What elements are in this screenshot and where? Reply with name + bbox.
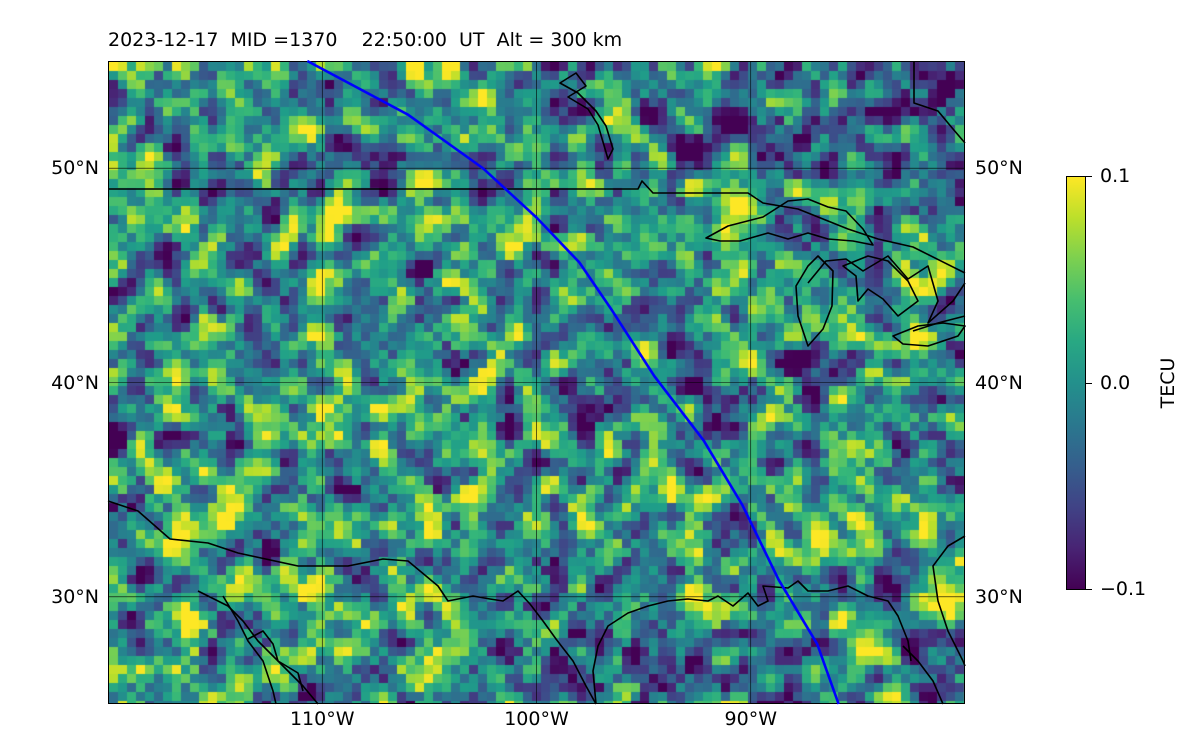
us-mexico-border — [107, 500, 597, 705]
mexico-mainland — [222, 595, 277, 705]
lat-label-40n-left: 40°N — [51, 371, 99, 394]
lat-label-30n-left: 30°N — [51, 585, 99, 608]
atlantic-coast — [932, 535, 966, 667]
lat-label-40n-right: 40°N — [975, 371, 1023, 394]
florida-coast — [902, 645, 944, 705]
lon-label-90w: 90°W — [724, 708, 777, 730]
colorbar-tick-max — [1086, 176, 1092, 177]
ontario-north-coast — [913, 61, 966, 144]
colorbar — [1066, 176, 1086, 590]
colorbar-title: TECU — [1157, 357, 1179, 409]
lat-label-50n-left: 50°N — [51, 157, 99, 180]
lat-label-30n-right: 30°N — [975, 585, 1023, 608]
satellite-track — [306, 59, 840, 705]
baja-peninsula — [197, 590, 319, 705]
coastlines — [107, 61, 966, 705]
map-overlay — [107, 59, 966, 705]
lake-superior — [705, 198, 874, 246]
us-canada-border — [108, 180, 966, 274]
great-lakes-region — [807, 255, 966, 324]
map-title: 2023-12-17 MID =1370 22:50:00 UT Alt = 3… — [108, 29, 623, 51]
colorbar-label-zero: 0.0 — [1100, 371, 1131, 394]
lake-michigan — [795, 255, 834, 347]
lake-erie — [892, 322, 966, 347]
colorbar-tick-min — [1086, 589, 1092, 590]
hudson-bay-coast — [559, 72, 614, 160]
colorbar-tick-zero — [1086, 382, 1092, 384]
colorbar-label-max: 0.1 — [1100, 165, 1131, 187]
lon-label-110w: 110°W — [289, 708, 355, 730]
gulf-of-california — [247, 630, 304, 692]
lat-label-50n-right: 50°N — [975, 157, 1023, 180]
graticule — [108, 61, 965, 704]
lon-label-100w: 100°W — [504, 708, 569, 730]
colorbar-label-min: −0.1 — [1100, 578, 1147, 600]
lake-ontario — [912, 315, 966, 332]
gulf-coast — [592, 580, 912, 705]
